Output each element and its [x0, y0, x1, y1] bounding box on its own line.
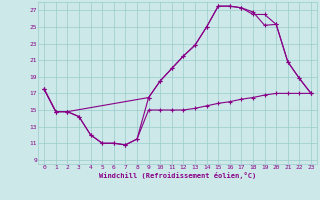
X-axis label: Windchill (Refroidissement éolien,°C): Windchill (Refroidissement éolien,°C): [99, 172, 256, 179]
